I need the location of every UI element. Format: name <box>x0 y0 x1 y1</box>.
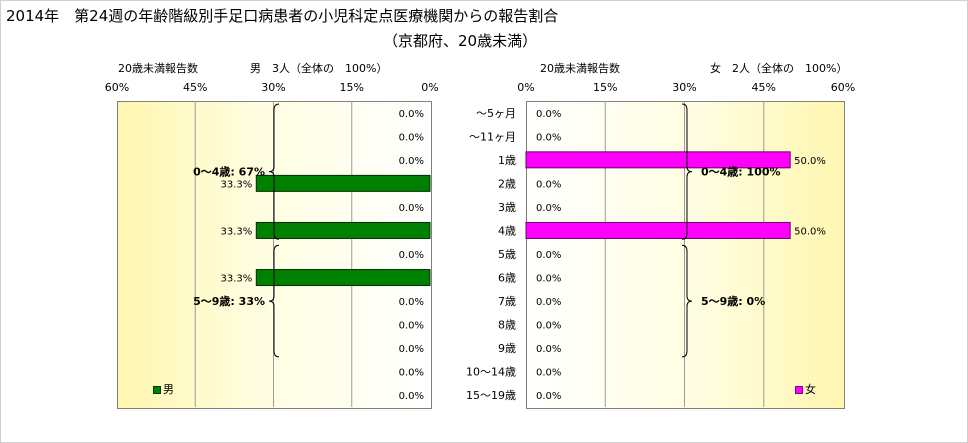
age-category-label: 5歳 <box>498 248 516 261</box>
female-tick-label: 15% <box>593 81 617 94</box>
male-legend: 男 <box>153 381 174 397</box>
male-value-label: 0.0% <box>399 368 424 379</box>
female-tick-label: 60% <box>831 81 855 94</box>
female-bar <box>525 221 791 239</box>
male-legend-swatch <box>153 386 161 394</box>
female-tick-label: 0% <box>517 81 534 94</box>
female-value-label: 0.0% <box>536 274 561 285</box>
male-bar <box>255 221 431 239</box>
female-legend: 女 <box>795 381 816 397</box>
age-category-label: 6歳 <box>498 272 516 285</box>
left-header-total: 男 3人（全体の 100%） <box>250 62 388 75</box>
age-category-label: 8歳 <box>498 319 516 332</box>
male-bar <box>255 174 431 192</box>
female-tick-label: 30% <box>672 81 696 94</box>
female-value-label: 0.0% <box>536 321 561 332</box>
male-tick-label: 15% <box>340 81 364 94</box>
female-age-group-label: 5～9歳: 0% <box>701 294 765 308</box>
female-value-label: 0.0% <box>536 297 561 308</box>
male-age-group-brace <box>268 103 280 240</box>
male-value-label: 0.0% <box>399 250 424 261</box>
male-value-label: 0.0% <box>399 344 424 355</box>
male-tick-label: 45% <box>183 81 207 94</box>
age-category-label: 3歳 <box>498 201 516 214</box>
male-bar <box>255 269 431 287</box>
female-legend-label: 女 <box>805 383 816 396</box>
age-category-label: ～5ヶ月 <box>476 107 516 120</box>
age-category-label: 1歳 <box>498 154 516 167</box>
male-value-label: 33.3% <box>221 274 253 285</box>
female-value-label: 0.0% <box>536 109 561 120</box>
male-value-label: 0.0% <box>399 156 424 167</box>
male-value-label: 33.3% <box>221 226 253 237</box>
right-header-count-label: 20歳未満報告数 <box>540 62 620 75</box>
age-category-label: 4歳 <box>498 224 516 237</box>
chart-subtitle: （京都府、20歳未満） <box>383 32 538 50</box>
female-value-label: 50.0% <box>794 156 826 167</box>
female-bar <box>525 151 791 169</box>
female-value-label: 0.0% <box>536 391 561 402</box>
female-tick-label: 45% <box>752 81 776 94</box>
female-value-label: 0.0% <box>536 368 561 379</box>
female-value-label: 0.0% <box>536 179 561 190</box>
female-age-group-label: 0～4歳: 100% <box>701 165 781 179</box>
male-age-group-label: 0～4歳: 67% <box>193 165 265 179</box>
male-tick-label: 30% <box>261 81 285 94</box>
male-value-label: 0.0% <box>399 321 424 332</box>
female-age-group-brace <box>681 244 693 358</box>
age-category-label: 15～19歳 <box>466 389 516 402</box>
male-value-label: 0.0% <box>399 391 424 402</box>
female-value-label: 0.0% <box>536 203 561 214</box>
right-header-total: 女 2人（全体の 100%） <box>710 62 848 75</box>
female-legend-swatch <box>795 386 803 394</box>
male-legend-label: 男 <box>163 383 174 396</box>
male-tick-label: 0% <box>421 81 438 94</box>
female-age-group-brace <box>681 103 693 240</box>
male-value-label: 33.3% <box>221 179 253 190</box>
age-category-label: 7歳 <box>498 295 516 308</box>
female-value-label: 0.0% <box>536 344 561 355</box>
male-age-group-brace <box>268 244 280 358</box>
female-value-label: 0.0% <box>536 250 561 261</box>
female-value-label: 50.0% <box>794 226 826 237</box>
male-value-label: 0.0% <box>399 109 424 120</box>
age-category-label: 10～14歳 <box>466 366 516 379</box>
male-tick-label: 60% <box>105 81 129 94</box>
left-header-count-label: 20歳未満報告数 <box>118 62 198 75</box>
chart-title: 2014年 第24週の年齢階級別手足口病患者の小児科定点医療機関からの報告割合 <box>6 7 559 25</box>
age-category-label: 2歳 <box>498 177 516 190</box>
male-value-label: 0.0% <box>399 132 424 143</box>
age-category-label: 9歳 <box>498 342 516 355</box>
male-value-label: 0.0% <box>399 203 424 214</box>
age-category-label: ～11ヶ月 <box>469 130 516 143</box>
male-age-group-label: 5～9歳: 33% <box>193 294 265 308</box>
male-value-label: 0.0% <box>399 297 424 308</box>
female-value-label: 0.0% <box>536 132 561 143</box>
